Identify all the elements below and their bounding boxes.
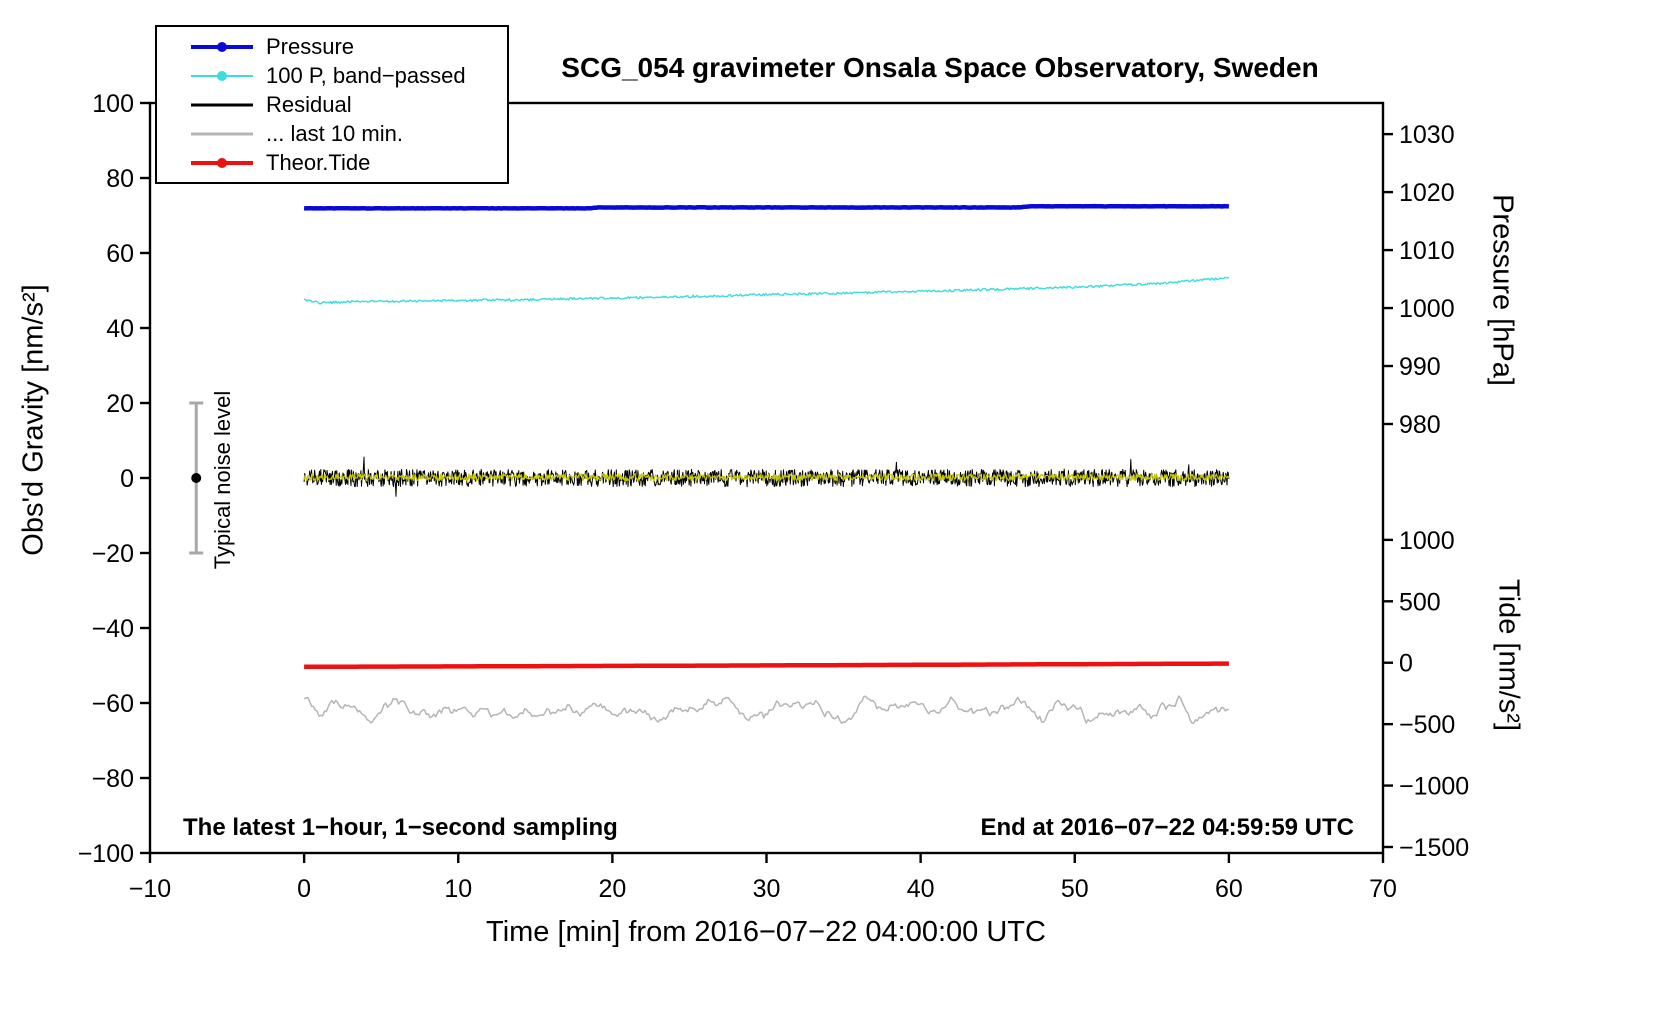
tide-tick-label: 500 [1399,588,1441,616]
tide-tick-label: −1000 [1399,773,1469,801]
pressure-tick-label: 1030 [1399,121,1455,149]
noise-level-label: Typical noise level [210,390,235,570]
x-tick-label: 10 [444,875,472,903]
y-tick-label: 100 [92,90,134,118]
y-tick-label: −20 [92,540,134,568]
legend-item-label: Residual [266,91,352,117]
legend-item-p-bandpassed: 100 P, band−passed [157,61,507,90]
y-tick-label: 80 [106,165,134,193]
x-tick-label: 70 [1369,875,1397,903]
tide-tick-label: 0 [1399,650,1413,678]
pressure-tick-label: 1000 [1399,295,1455,323]
x-tick-label: 60 [1215,875,1243,903]
legend-item-label: ... last 10 min. [266,120,403,146]
noise-errorbar-dot [191,473,202,483]
legend-line-sample [191,61,253,90]
legend-line [191,103,253,106]
legend-line-sample [191,148,253,177]
x-axis-label: Time [min] from 2016−07−22 04:00:00 UTC [486,916,1046,948]
legend-item-last-10-min: ... last 10 min. [157,119,507,148]
legend-dot [217,41,227,52]
series-residual-overlay [303,473,1230,482]
end-time-note: End at 2016−07−22 04:59:59 UTC [980,814,1354,841]
x-tick-label: 40 [907,875,935,903]
legend-line [191,132,253,135]
x-tick-label: 20 [598,875,626,903]
legend-dot [217,70,227,81]
chart-title: SCG_054 gravimeter Onsala Space Observat… [561,52,1319,83]
y-tick-label: 0 [120,465,134,493]
sampling-note: The latest 1−hour, 1−second sampling [183,814,618,841]
x-tick-label: 50 [1061,875,1089,903]
chart-legend: Pressure 100 P, band−passed Residual ... la… [155,25,509,184]
tide-tick-label: −500 [1399,711,1455,739]
legend-line-sample [191,32,253,61]
pressure-tick-label: 1010 [1399,237,1455,265]
series-theor-tide [304,661,1229,670]
series-residual-last10 [303,695,1229,725]
y-axis-label-tide: Tide [nm/s²] [1492,578,1525,732]
x-tick-label: 0 [297,875,311,903]
tide-tick-label: −1500 [1399,834,1469,862]
legend-item-label: Pressure [266,33,355,59]
legend-dot [217,157,227,168]
x-tick-label: 30 [753,875,781,903]
tide-tick-label: 1000 [1399,527,1455,555]
legend-item-theor-tide: Theor.Tide [157,148,507,177]
y-axis-label-pressure: Pressure [hPa] [1486,194,1519,386]
y-tick-label: −100 [78,840,134,868]
y-axis-label-gravity: Obs'd Gravity [nm/s²] [17,284,50,556]
y-tick-label: −60 [92,690,134,718]
legend-item-residual: Residual [157,90,507,119]
legend-line-sample [191,119,253,148]
y-tick-label: 40 [106,315,134,343]
series-pressure [304,203,1229,211]
y-tick-label: −40 [92,615,134,643]
series-residual [303,456,1230,497]
legend-item-label: 100 P, band−passed [266,62,466,88]
legend-item-pressure: Pressure [157,32,507,61]
pressure-tick-label: 980 [1399,411,1441,439]
legend-item-label: Theor.Tide [266,149,371,175]
y-tick-label: −80 [92,765,134,793]
pressure-tick-label: 990 [1399,353,1441,381]
y-tick-label: 60 [106,240,134,268]
y-tick-label: 20 [106,390,134,418]
series-p-bandpassed [303,276,1230,305]
x-tick-label: −10 [129,875,171,903]
legend-line-sample [191,90,253,119]
pressure-tick-label: 1020 [1399,179,1455,207]
